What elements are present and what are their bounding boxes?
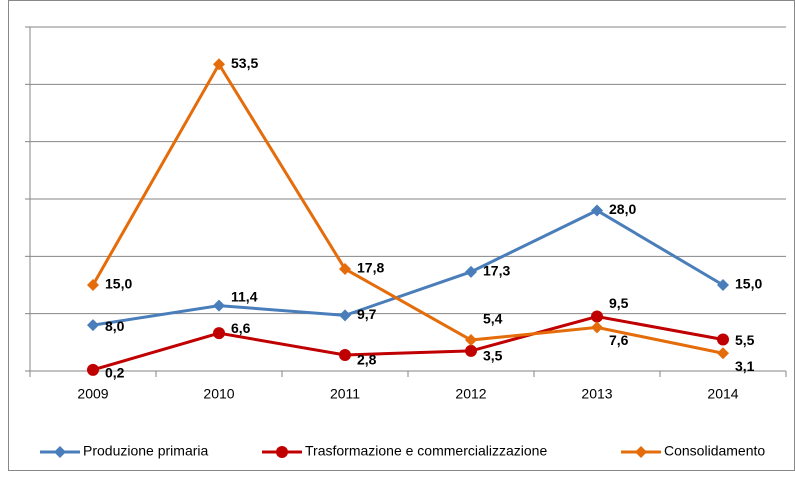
marker xyxy=(591,321,603,334)
data-label: 2,8 xyxy=(357,352,377,368)
marker xyxy=(339,262,351,275)
series-line xyxy=(91,61,724,355)
marker xyxy=(339,348,351,361)
x-tick-label: 2014 xyxy=(707,386,738,402)
marker xyxy=(213,58,225,71)
marker xyxy=(54,446,66,458)
chart-border xyxy=(8,0,795,471)
marker xyxy=(339,309,351,322)
x-tick-label: 2012 xyxy=(455,386,486,402)
data-label: 11,4 xyxy=(231,288,258,304)
marker xyxy=(465,344,477,357)
x-tick-label: 2009 xyxy=(77,386,108,402)
data-label: 9,5 xyxy=(609,295,629,311)
data-label: 6,6 xyxy=(231,320,251,336)
data-label: 3,1 xyxy=(735,358,755,374)
marker xyxy=(635,446,647,458)
marker xyxy=(276,446,288,458)
data-label: 5,5 xyxy=(735,332,755,348)
data-label: 7,6 xyxy=(609,332,629,348)
data-label: 28,0 xyxy=(609,201,636,217)
marker xyxy=(717,279,729,291)
x-tick-label: 2011 xyxy=(330,386,360,402)
data-label: 0,2 xyxy=(105,365,125,381)
data-label: 8,0 xyxy=(105,318,125,334)
marker xyxy=(213,299,225,312)
marker xyxy=(591,310,603,323)
marker xyxy=(465,265,477,278)
data-label: 15,0 xyxy=(105,276,132,292)
series-line xyxy=(92,314,724,372)
series-line xyxy=(92,208,724,327)
marker xyxy=(213,327,225,340)
legend-label: Trasformazione e commercializzazione xyxy=(305,443,547,459)
data-label: 9,7 xyxy=(357,306,377,322)
data-label: 53,5 xyxy=(231,55,258,71)
marker xyxy=(87,279,99,291)
marker xyxy=(591,204,603,217)
marker xyxy=(87,319,99,332)
data-label: 17,8 xyxy=(357,260,384,276)
marker xyxy=(465,334,477,347)
x-tick-label: 2010 xyxy=(203,386,234,402)
x-tick-label: 2013 xyxy=(581,386,612,402)
data-label: 17,3 xyxy=(483,263,510,279)
data-label: 15,0 xyxy=(735,276,762,292)
marker xyxy=(717,333,729,346)
marker xyxy=(717,347,729,360)
data-label: 5,4 xyxy=(483,311,503,327)
legend-label: Produzione primaria xyxy=(83,443,208,459)
data-label: 3,5 xyxy=(483,348,503,364)
marker xyxy=(87,363,99,376)
legend-label: Consolidamento xyxy=(664,443,765,459)
